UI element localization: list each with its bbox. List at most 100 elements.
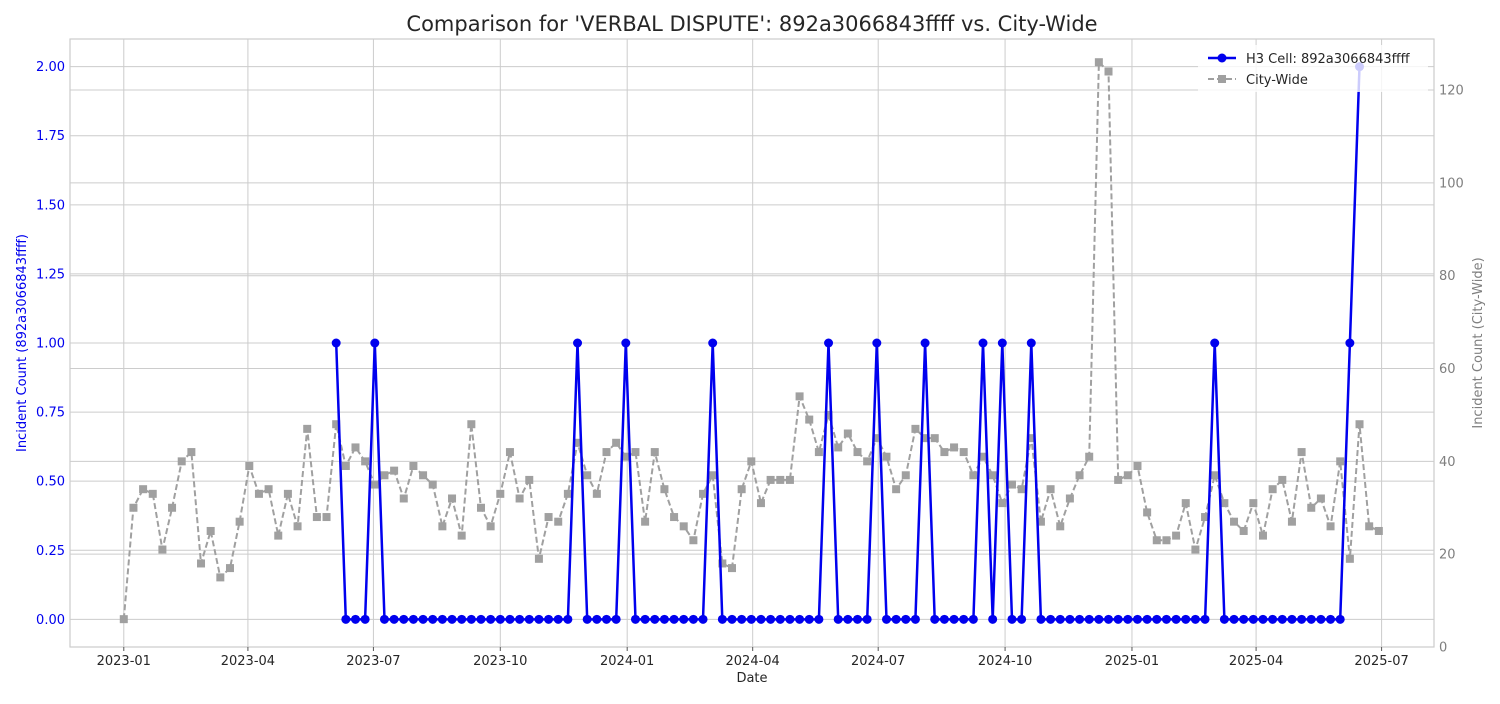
- x-tick-label: 2025-07: [1354, 654, 1408, 669]
- x-tick-label: 2025-04: [1229, 654, 1283, 669]
- city-wide-point: [1027, 434, 1036, 443]
- city-wide-point: [834, 443, 843, 452]
- x-axis-label: Date: [736, 671, 767, 686]
- city-wide-point: [399, 494, 408, 503]
- left-y-tick-label: 1.25: [36, 267, 65, 282]
- h3-cell-point: [1036, 614, 1046, 624]
- x-tick-label: 2024-01: [600, 654, 654, 669]
- city-wide-point: [448, 494, 457, 503]
- city-wide-point: [293, 522, 302, 531]
- city-wide-series: [119, 58, 1383, 624]
- h3-cell-point: [1306, 614, 1316, 624]
- h3-cell-point: [389, 614, 399, 624]
- h3-cell-point: [418, 614, 428, 624]
- left-y-tick-label: 2.00: [36, 60, 65, 75]
- h3-cell-point: [968, 614, 978, 624]
- city-wide-point: [1036, 517, 1045, 526]
- city-wide-point: [573, 438, 582, 447]
- city-wide-point: [544, 513, 553, 522]
- city-wide-point: [660, 485, 669, 494]
- city-wide-point: [1287, 517, 1296, 526]
- h3-cell-point: [534, 614, 544, 624]
- h3-cell-point: [949, 614, 959, 624]
- city-wide-point: [592, 489, 601, 498]
- h3-cell-point: [939, 614, 949, 624]
- city-wide-point: [554, 517, 563, 526]
- h3-cell-point: [1084, 614, 1094, 624]
- chart-title: Comparison for 'VERBAL DISPUTE': 892a306…: [406, 12, 1097, 36]
- h3-cell-point: [437, 614, 447, 624]
- right-y-tick-label: 120: [1439, 84, 1464, 99]
- city-wide-point: [911, 424, 920, 433]
- h3-cell-point: [341, 614, 351, 624]
- h3-cell-point: [1335, 614, 1345, 624]
- city-wide-point: [1210, 471, 1219, 480]
- h3-cell-point: [1229, 614, 1239, 624]
- h3-cell-point: [457, 614, 467, 624]
- h3-cell-point: [872, 338, 882, 348]
- city-wide-point: [979, 452, 988, 461]
- city-wide-point: [805, 415, 814, 424]
- city-wide-point: [689, 536, 698, 545]
- left-y-tick-label: 0.50: [36, 475, 65, 490]
- city-wide-point: [390, 466, 399, 475]
- city-wide-point: [216, 573, 225, 582]
- h3-cell-point: [997, 338, 1007, 348]
- city-wide-point: [197, 559, 206, 568]
- right-y-tick-label: 0: [1439, 641, 1447, 656]
- city-wide-point: [1201, 513, 1210, 522]
- city-wide-point: [419, 471, 428, 480]
- city-wide-point: [1046, 485, 1055, 494]
- h3-cell-point: [679, 614, 689, 624]
- left-y-tick-label: 1.00: [36, 337, 65, 352]
- h3-cell-point: [399, 614, 409, 624]
- h3-cell-point: [524, 614, 534, 624]
- city-wide-point: [728, 564, 737, 573]
- city-wide-point: [1316, 494, 1325, 503]
- left-y-tick-label: 0.25: [36, 544, 65, 559]
- city-wide-point: [341, 461, 350, 470]
- city-wide-point: [892, 485, 901, 494]
- legend-city-label: City-Wide: [1246, 73, 1308, 88]
- city-wide-point: [1162, 536, 1171, 545]
- h3-cell-point: [1268, 614, 1278, 624]
- right-y-axis-label: Incident Count (City-Wide): [1471, 257, 1486, 428]
- h3-cell-point: [1277, 614, 1287, 624]
- h3-cell-point: [1046, 614, 1056, 624]
- city-wide-point: [785, 475, 794, 484]
- city-wide-point: [1133, 461, 1142, 470]
- h3-cell-point: [708, 338, 718, 348]
- city-wide-point: [1268, 485, 1277, 494]
- x-tick-label: 2024-07: [851, 654, 905, 669]
- city-wide-point: [1307, 503, 1316, 512]
- h3-cell-point: [978, 338, 988, 348]
- h3-cell-point: [592, 614, 602, 624]
- left-y-tick-label: 0.75: [36, 406, 65, 421]
- city-wide-point: [515, 494, 524, 503]
- h3-cell-point: [930, 614, 940, 624]
- h3-cell-point: [1094, 614, 1104, 624]
- city-wide-point: [670, 513, 679, 522]
- city-wide-point: [476, 503, 485, 512]
- plot-frame: [69, 38, 1435, 648]
- city-wide-point: [303, 424, 312, 433]
- h3-cell-point: [1152, 614, 1162, 624]
- city-wide-point: [621, 452, 630, 461]
- h3-cell-point: [804, 614, 814, 624]
- city-wide-point: [129, 503, 138, 512]
- city-wide-point: [853, 448, 862, 457]
- h3-cell-point: [795, 614, 805, 624]
- h3-cell-point: [1200, 614, 1210, 624]
- city-wide-point: [699, 489, 708, 498]
- h3-cell-point: [824, 338, 834, 348]
- h3-cell-point: [1007, 614, 1017, 624]
- h3-cell-point: [563, 614, 573, 624]
- city-wide-point: [351, 443, 360, 452]
- city-wide-point: [534, 554, 543, 563]
- h3-cell-point: [621, 338, 631, 348]
- city-wide-point: [1172, 531, 1181, 540]
- h3-cell-point: [1113, 614, 1123, 624]
- h3-cell-point: [1075, 614, 1085, 624]
